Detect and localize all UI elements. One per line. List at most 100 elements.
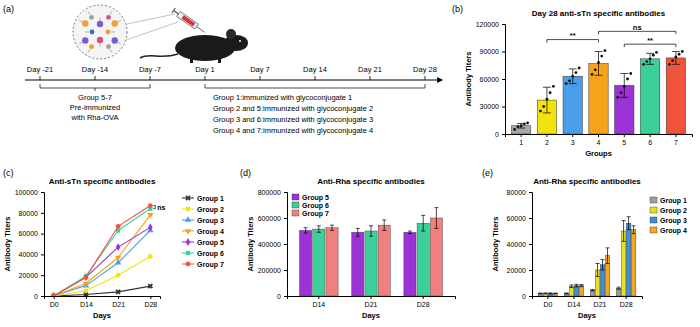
series-marker [116, 224, 121, 229]
error-bar-cap [538, 293, 542, 294]
error-bar [538, 293, 542, 295]
legend-marker [185, 229, 191, 235]
x-tick: D14 [568, 296, 581, 308]
error-bar-cap [408, 231, 412, 232]
error-bar-cap [627, 216, 631, 217]
y-tick: 30000 [480, 103, 505, 110]
series-line [54, 230, 151, 296]
y-tick-mark [529, 218, 532, 219]
error-bar-cap [579, 284, 583, 285]
data-point [513, 128, 516, 131]
error-bar-cap [434, 228, 438, 229]
series-marker [83, 282, 89, 288]
bar [404, 232, 416, 296]
y-axis: 020000400006000080000100000 [15, 189, 45, 300]
plot-area [511, 49, 685, 134]
x-tick-label: 7 [674, 139, 678, 146]
bar [574, 286, 579, 296]
y-axis-line [41, 193, 45, 297]
error-bar [330, 225, 334, 230]
x-tick-mark [546, 134, 547, 137]
error-bar [517, 123, 525, 128]
bar [626, 223, 631, 296]
series-marker [83, 288, 88, 293]
legend-label: Group 2 [197, 206, 224, 214]
y-tick-mark [529, 192, 532, 193]
data-point [652, 54, 655, 57]
error-bar-cap [622, 241, 626, 242]
y-tick-mark [41, 296, 44, 297]
y-tick-mark [502, 107, 505, 108]
data-point [616, 96, 619, 99]
x-tick-label: 3 [571, 139, 575, 146]
y-tick-label: 20000 [507, 267, 527, 274]
error-bar [646, 53, 654, 64]
nanoparticle-illustration [73, 5, 178, 59]
y-tick-label: 60000 [507, 215, 527, 222]
x-axis: D14D21D28 [288, 296, 456, 308]
error-bar-cap [591, 289, 595, 290]
error-bar-cap [569, 287, 573, 288]
error-bar-cap [543, 112, 551, 113]
chart-title: Anti-Rha specific antibodies [317, 177, 425, 186]
data-point [542, 105, 545, 108]
error-bar-stem [623, 221, 624, 242]
error-bar [543, 293, 547, 294]
y-tick: 40000 [19, 251, 44, 258]
bar [553, 293, 558, 296]
y-tick: 100000 [15, 189, 44, 196]
bar [616, 288, 621, 296]
error-bar-cap [574, 284, 578, 285]
y-tick: 200000 [258, 267, 287, 274]
day-label: Day 7 [250, 65, 270, 74]
y-tick-mark [41, 213, 44, 214]
x-tick-label: D28 [417, 301, 430, 308]
error-bar-cap [579, 286, 583, 287]
y-tick: 20000 [19, 272, 44, 279]
y-tick-label: 120000 [476, 21, 499, 28]
data-point [552, 85, 555, 88]
data-point [523, 123, 526, 126]
x-tick-mark [86, 296, 87, 299]
legend-label: Group 1 [660, 197, 687, 205]
x-axis-title: Groups [585, 149, 612, 158]
group-note: Group 4 and 7:immunized with glycoconjug… [213, 126, 373, 135]
legend-swatch [650, 197, 657, 203]
bar [313, 229, 325, 296]
error-bar-stem [624, 74, 625, 98]
data-point [655, 51, 658, 54]
data-point [600, 55, 603, 58]
legend-swatch [292, 202, 299, 208]
y-tick: 0 [522, 293, 532, 300]
error-bar [356, 228, 360, 236]
error-bar-cap [543, 87, 551, 88]
x-tick: D14 [80, 296, 93, 308]
legend-swatch [650, 227, 657, 233]
error-bar-cap [606, 263, 610, 264]
y-tick-label: 600000 [258, 215, 281, 222]
bar [563, 76, 582, 134]
day-label: Day 28 [413, 65, 437, 74]
series-marker [147, 213, 153, 219]
x-tick: 5 [622, 134, 626, 146]
legend-label: Group 7 [197, 261, 224, 269]
x-tick-mark [650, 134, 651, 137]
day-label: Day -14 [82, 65, 108, 74]
y-tick-mark [502, 79, 505, 80]
y-tick-mark [502, 24, 505, 25]
panel-grouped-3: 020000400006000080000D0D14D21D28Anti-Rha… [482, 168, 687, 320]
x-tick-label: D0 [543, 301, 552, 308]
x-tick-mark [118, 296, 119, 299]
x-tick: 1 [519, 134, 523, 146]
y-axis: 0300006000090000120000 [476, 21, 506, 138]
error-bar-stem [371, 226, 372, 236]
x-tick: 4 [597, 134, 601, 146]
y-axis-title: Antibody Titers [464, 52, 473, 107]
data-point [565, 82, 568, 85]
data-point [520, 124, 523, 127]
bar [365, 231, 377, 296]
error-bar-cap [591, 290, 595, 291]
y-tick-mark [284, 244, 287, 245]
figure: (a)Day -21Day -14Day -7Day 1Day 7Day 14D… [0, 0, 700, 327]
error-bar-cap [564, 293, 568, 294]
